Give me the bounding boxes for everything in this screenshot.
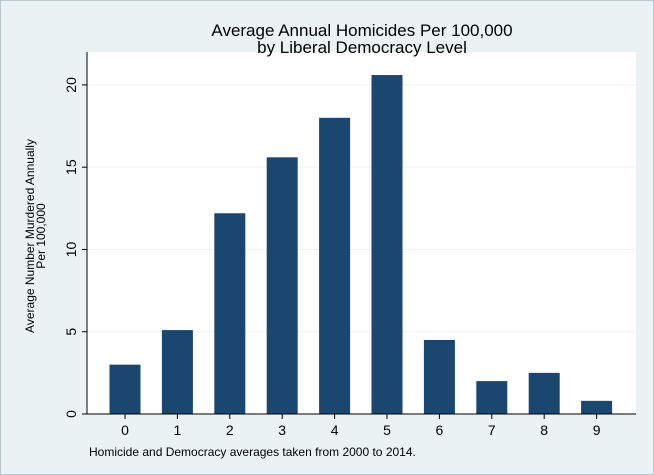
chart-note: Homicide and Democracy averages taken fr… xyxy=(89,445,416,459)
x-tick-label: 9 xyxy=(593,422,601,438)
y-tick-label: 5 xyxy=(63,328,79,336)
bar-0 xyxy=(109,364,141,414)
x-tick-label: 1 xyxy=(174,422,182,438)
x-tick-label: 2 xyxy=(226,422,234,438)
bar-3 xyxy=(266,157,298,415)
y-ticks: 0 5 10 15 20 xyxy=(63,77,87,418)
bars xyxy=(109,75,613,415)
chart-title-line-2: by Liberal Democracy Level xyxy=(257,38,467,57)
x-tick-label: 0 xyxy=(121,422,129,438)
x-tick-label: 7 xyxy=(488,422,496,438)
bar-6 xyxy=(423,339,455,414)
x-tick-label: 5 xyxy=(383,422,391,438)
bar-5 xyxy=(371,75,403,414)
x-tick-label: 4 xyxy=(331,422,339,438)
y-tick-label: 20 xyxy=(63,77,79,93)
y-tick-label: 15 xyxy=(63,159,79,175)
bar-9 xyxy=(581,400,613,414)
x-tick-label: 6 xyxy=(436,422,444,438)
bar-2 xyxy=(214,213,246,414)
y-axis-title-line-2: Per 100,000 xyxy=(34,203,48,269)
bar-4 xyxy=(319,117,351,415)
bar-7 xyxy=(476,381,508,414)
y-axis-title-line-1: Average Number Murdered Annually xyxy=(23,139,37,333)
x-ticks: 0 1 2 3 4 5 6 7 8 9 xyxy=(121,414,601,438)
x-tick-label: 8 xyxy=(540,422,548,438)
y-tick-label: 0 xyxy=(63,410,79,418)
chart-title-line-1: Average Annual Homicides Per 100,000 xyxy=(211,21,512,40)
bar-1 xyxy=(161,330,193,414)
y-tick-label: 10 xyxy=(63,241,79,257)
bar-8 xyxy=(528,372,560,414)
x-tick-label: 3 xyxy=(278,422,286,438)
